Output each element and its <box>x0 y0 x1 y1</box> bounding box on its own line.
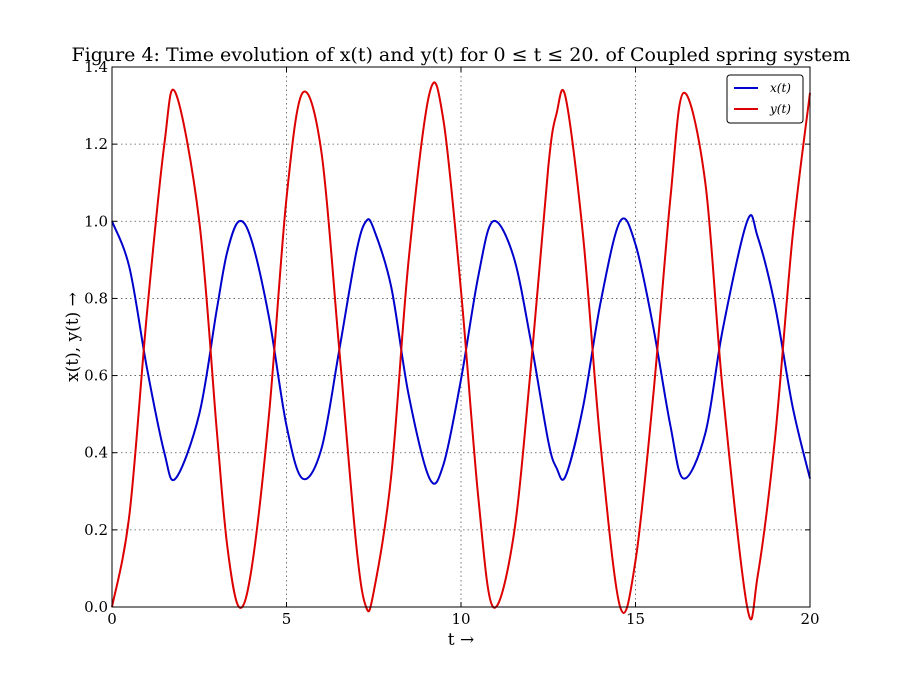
y-tick-label: 0.0 <box>84 598 108 616</box>
series-lines <box>111 81 811 621</box>
legend-label-x: x(t) <box>770 81 791 95</box>
x-tick-label: 10 <box>451 610 470 628</box>
chart-title: Figure 4: Time evolution of x(t) and y(t… <box>71 44 850 66</box>
y-tick-label: 0.2 <box>84 521 108 539</box>
x-tick-label: 15 <box>626 610 645 628</box>
x-tick-label: 0 <box>107 610 117 628</box>
legend: x(t) y(t) <box>726 74 804 124</box>
y-tick-label: 1.0 <box>84 212 108 230</box>
x-tick-label: 20 <box>800 610 819 628</box>
legend-box <box>726 74 804 124</box>
y-tick-label: 0.4 <box>84 444 108 462</box>
series-line-x <box>111 214 811 485</box>
x-tick-label: 5 <box>282 610 292 628</box>
y-tick-label: 1.4 <box>84 58 108 76</box>
axis-ticks: 0 5 10 15 20 0.0 0.2 0.4 0.6 0.8 1.0 1.2 1.4 <box>84 58 819 628</box>
y-tick-label: 1.2 <box>84 135 108 153</box>
y-tick-label: 0.6 <box>84 367 108 385</box>
legend-label-y: y(t) <box>769 102 791 116</box>
grid-lines <box>112 67 810 607</box>
x-axis-label: t → <box>448 630 474 650</box>
y-tick-label: 0.8 <box>84 289 108 307</box>
y-axis-label: x(t), y(t) → <box>63 292 83 382</box>
series-line-y <box>111 81 811 621</box>
